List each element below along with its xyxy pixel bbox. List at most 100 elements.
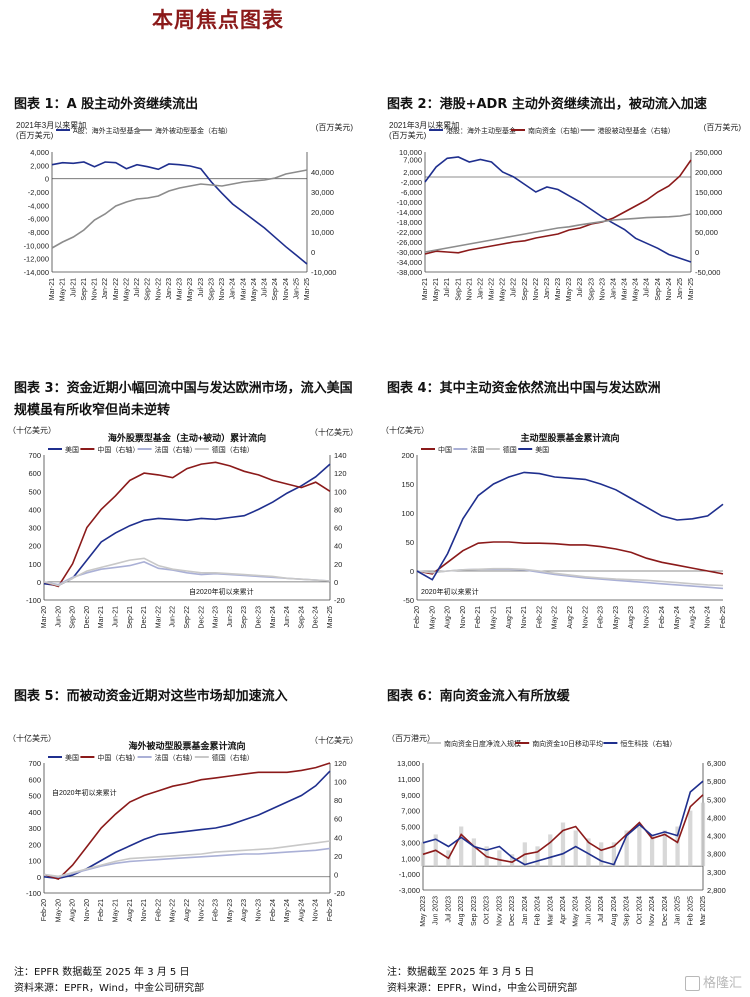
x-tick-label: Aug 2024 xyxy=(611,896,618,926)
chart-3: （十亿美元） （十亿美元） 海外股票型基金（主动+被动）累计流向 美国 中国（右轴） 法国… xyxy=(10,425,360,640)
legend-item: 德国（右轴） xyxy=(194,445,254,454)
x-tick-label: Aug-21 xyxy=(127,899,134,922)
y-tick-label: -18,000 xyxy=(397,218,422,227)
x-tick-label: Mar-21 xyxy=(98,606,105,628)
y-right-tick-label: 0 xyxy=(334,578,338,587)
y-tick-label: 9,000 xyxy=(401,791,420,800)
y-right-tick-label: -20 xyxy=(334,889,345,898)
x-tick-label: Aug-23 xyxy=(241,899,248,922)
x-tick-label: Jul-24 xyxy=(644,278,651,297)
y-right-tick-label: 5,800 xyxy=(707,777,726,786)
figure-2-title: 图表 2：港股+ADR 主动外资继续流出，被动流入加速 xyxy=(387,97,707,112)
x-tick-label: Jul-21 xyxy=(70,278,77,297)
y-right-tick-label: 100 xyxy=(334,487,347,496)
x-tick-label: May 2023 xyxy=(420,896,427,927)
chart-annotation: 2020年初以来累计 xyxy=(421,587,479,596)
x-tick-label: Sep-22 xyxy=(184,606,191,629)
legend-item: 法国 xyxy=(453,445,484,454)
legend-label: 海外被动型基金（右轴） xyxy=(155,126,232,135)
y-tick-label: -14,000 xyxy=(397,208,422,217)
bar-mark xyxy=(599,842,604,867)
series-line xyxy=(422,794,704,864)
figure-5-title: 图表 5：而被动资金近期对这些市场却加速流入 xyxy=(14,689,288,704)
chart-1: 2021年3月以来累加 (百万美元) (百万美元) A股：海外主动型基金 海外被动型基金… xyxy=(10,120,355,320)
y-tick-label: -8,000 xyxy=(28,228,49,237)
x-tick-label: Oct 2023 xyxy=(484,896,491,925)
x-tick-label: Jun 2023 xyxy=(433,896,440,925)
right-axis-unit: （十亿美元） xyxy=(310,427,358,437)
y-tick-label: 600 xyxy=(28,469,41,478)
y-tick-label: -100 xyxy=(26,889,41,898)
y-right-tick-label: 3,300 xyxy=(707,868,726,877)
x-tick-label: Sep-24 xyxy=(655,278,662,301)
legend-label: 港股：海外主动型基金 xyxy=(446,126,516,135)
legend-label: 美国 xyxy=(535,445,549,454)
figure-1-title: 图表 1：A 股主动外资继续流出 xyxy=(14,97,199,112)
y-tick-label: -6,000 xyxy=(401,188,422,197)
bar-mark xyxy=(573,830,578,867)
legend-label: 法国（右轴） xyxy=(155,753,197,762)
series-line xyxy=(43,561,331,586)
x-tick-label: Mar-25 xyxy=(304,278,311,300)
legend-label: 法国（右轴） xyxy=(155,445,197,454)
x-tick-label: Nov-21 xyxy=(92,278,99,301)
y-tick-label: 7,000 xyxy=(401,807,420,816)
x-tick-label: May-23 xyxy=(227,899,234,922)
x-tick-label: Feb-22 xyxy=(155,899,162,921)
bar-mark xyxy=(509,854,515,867)
chart-5: （十亿美元） （十亿美元） 海外被动型股票基金累计流向 美国 中国（右轴） 法国（右轴） 德… xyxy=(10,733,360,933)
y-right-tick-label: 3,800 xyxy=(707,850,726,859)
y-tick-label: 4,000 xyxy=(30,148,49,157)
legend-item: 中国（右轴） xyxy=(80,445,139,454)
x-tick-label: Mar-25 xyxy=(327,606,334,628)
chart-2: 2021年3月以来累加 (百万美元) (百万美元) 港股：海外主动型基金 南向资金（右轴… xyxy=(383,120,743,320)
x-tick-label: Jun-23 xyxy=(227,606,234,628)
x-tick-label: Nov-24 xyxy=(283,278,290,301)
y-tick-label: -3,000 xyxy=(399,886,420,895)
x-tick-label: Feb 2025 xyxy=(687,896,694,926)
x-tick-label: Aug-24 xyxy=(298,899,305,922)
series-line xyxy=(51,169,308,249)
x-tick-label: Mar-24 xyxy=(270,606,277,628)
x-tick-label: May-20 xyxy=(429,606,436,629)
legend-item: 海外被动型基金（右轴） xyxy=(138,126,232,135)
watermark: 格隆汇 xyxy=(684,972,742,991)
y-tick-label: 10,000 xyxy=(399,148,422,157)
x-tick-label: Sep-21 xyxy=(81,278,88,301)
x-tick-label: Nov-24 xyxy=(313,899,320,922)
x-tick-label: May-22 xyxy=(552,606,559,629)
x-tick-label: Feb-22 xyxy=(536,606,543,628)
x-tick-label: May-24 xyxy=(251,278,258,301)
x-tick-label: Nov-22 xyxy=(582,606,589,629)
figure-3-title: 图表 3：资金近期小幅回流中国与发达欧洲市场，流入美国规模虽有所收窄但尚未逆转 xyxy=(14,381,353,418)
x-tick-label: May-22 xyxy=(170,899,177,922)
legend-item: A股：海外主动型基金 xyxy=(56,126,141,135)
legend-label: 中国 xyxy=(438,445,452,454)
series-line xyxy=(43,557,331,587)
y-right-tick-label: 20 xyxy=(334,852,342,861)
y-tick-label: -50 xyxy=(403,596,414,605)
x-tick-label: Feb-23 xyxy=(213,899,220,921)
x-tick-label: Feb-20 xyxy=(41,899,48,921)
x-tick-label: May-24 xyxy=(633,278,640,301)
x-tick-label: Dec-24 xyxy=(313,606,320,629)
legend-item: 南向资金日度净流入规模 xyxy=(427,739,521,748)
y-tick-label: -22,000 xyxy=(397,228,422,237)
legend-item: 南向资金10日移动平均 xyxy=(515,739,603,748)
series-line xyxy=(43,770,331,880)
legend-item: 南向资金（右轴） xyxy=(511,126,584,135)
y-tick-label: 200 xyxy=(28,840,41,849)
y-right-tick-label: 200,000 xyxy=(695,168,722,177)
y-tick-label: 50 xyxy=(406,538,414,547)
x-tick-label: Jan-25 xyxy=(677,278,684,300)
figure-4-title: 图表 4：其中主动资金依然流出中国与发达欧洲 xyxy=(387,381,661,396)
x-tick-label: Jan-23 xyxy=(166,278,173,300)
left-axis-unit: 2021年3月以来累加 xyxy=(16,120,86,130)
x-tick-label: Sep-20 xyxy=(70,606,77,629)
x-tick-label: Aug-22 xyxy=(184,899,191,922)
y-tick-label: 0 xyxy=(45,175,49,184)
x-tick-label: Dec-21 xyxy=(141,606,148,629)
